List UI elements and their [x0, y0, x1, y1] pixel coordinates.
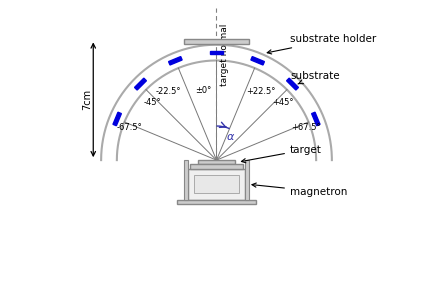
Text: target normal: target normal — [220, 24, 229, 86]
Polygon shape — [168, 56, 182, 65]
Bar — [177, 200, 256, 204]
Bar — [198, 160, 235, 164]
Bar — [194, 175, 239, 193]
Text: α: α — [227, 132, 234, 142]
Bar — [187, 168, 246, 200]
Text: substrate: substrate — [290, 71, 339, 84]
Text: ±0°: ±0° — [195, 86, 211, 95]
Bar — [246, 160, 249, 200]
Polygon shape — [135, 78, 146, 90]
Bar — [184, 39, 249, 44]
Polygon shape — [312, 112, 320, 126]
Text: +22.5°: +22.5° — [246, 87, 276, 96]
Text: 7cm: 7cm — [82, 89, 92, 110]
Polygon shape — [113, 112, 121, 126]
Text: -22.5°: -22.5° — [156, 87, 181, 96]
Text: -45°: -45° — [143, 98, 161, 106]
Text: -67.5°: -67.5° — [116, 123, 142, 132]
Bar — [184, 160, 187, 200]
Text: +67.5°: +67.5° — [291, 123, 320, 132]
Polygon shape — [287, 78, 298, 90]
Text: substrate holder: substrate holder — [267, 34, 376, 54]
Text: target: target — [242, 145, 322, 163]
Text: magnetron: magnetron — [252, 183, 347, 197]
Polygon shape — [210, 51, 223, 54]
Bar — [190, 164, 243, 168]
Polygon shape — [251, 56, 265, 65]
Text: +45°: +45° — [272, 98, 294, 106]
